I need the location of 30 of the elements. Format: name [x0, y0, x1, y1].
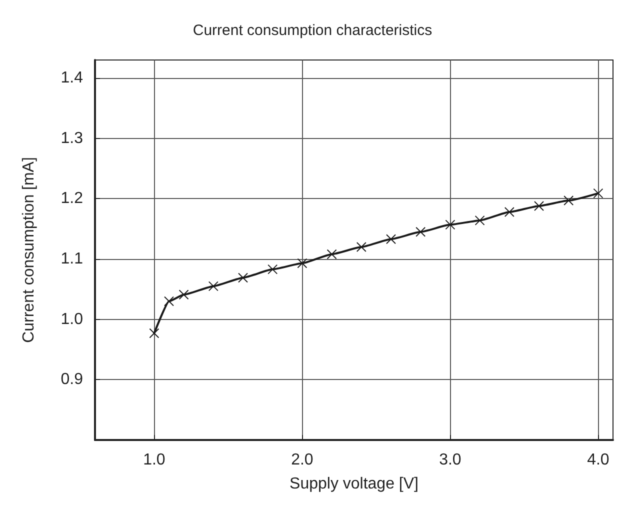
point: [356, 242, 366, 252]
y-axis-title: Current consumption [mA]: [20, 157, 38, 343]
y-tick-label: 1.1: [60, 250, 84, 268]
point: [445, 220, 456, 230]
point: [208, 281, 218, 292]
point: [474, 215, 485, 226]
y-tick-label: 0.9: [60, 371, 84, 388]
point: [534, 200, 544, 211]
x-tick-label: 3.0: [439, 452, 462, 468]
x-tick-label: 2.0: [291, 452, 314, 468]
point: [164, 296, 174, 306]
x-tick-label: 4.0: [587, 452, 610, 468]
point: [238, 272, 248, 283]
point: [386, 234, 396, 244]
x-axis-title: Supply voltage [V]: [290, 476, 418, 492]
point: [268, 264, 278, 274]
point: [326, 249, 337, 260]
point: [149, 328, 160, 338]
point: [416, 226, 426, 237]
y-tick-label: 1.4: [60, 70, 84, 87]
point: [504, 207, 514, 217]
y-tick-label: 1.3: [60, 130, 84, 147]
point: [564, 196, 574, 206]
y-tick-label: 1.0: [60, 310, 84, 328]
point: [178, 290, 189, 300]
point: [297, 258, 308, 268]
y-tick-label: 1.2: [60, 190, 84, 208]
chart-title: Current consumption characteristics: [192, 22, 432, 39]
x-tick-label: 1.0: [143, 452, 166, 468]
point: [593, 188, 604, 198]
